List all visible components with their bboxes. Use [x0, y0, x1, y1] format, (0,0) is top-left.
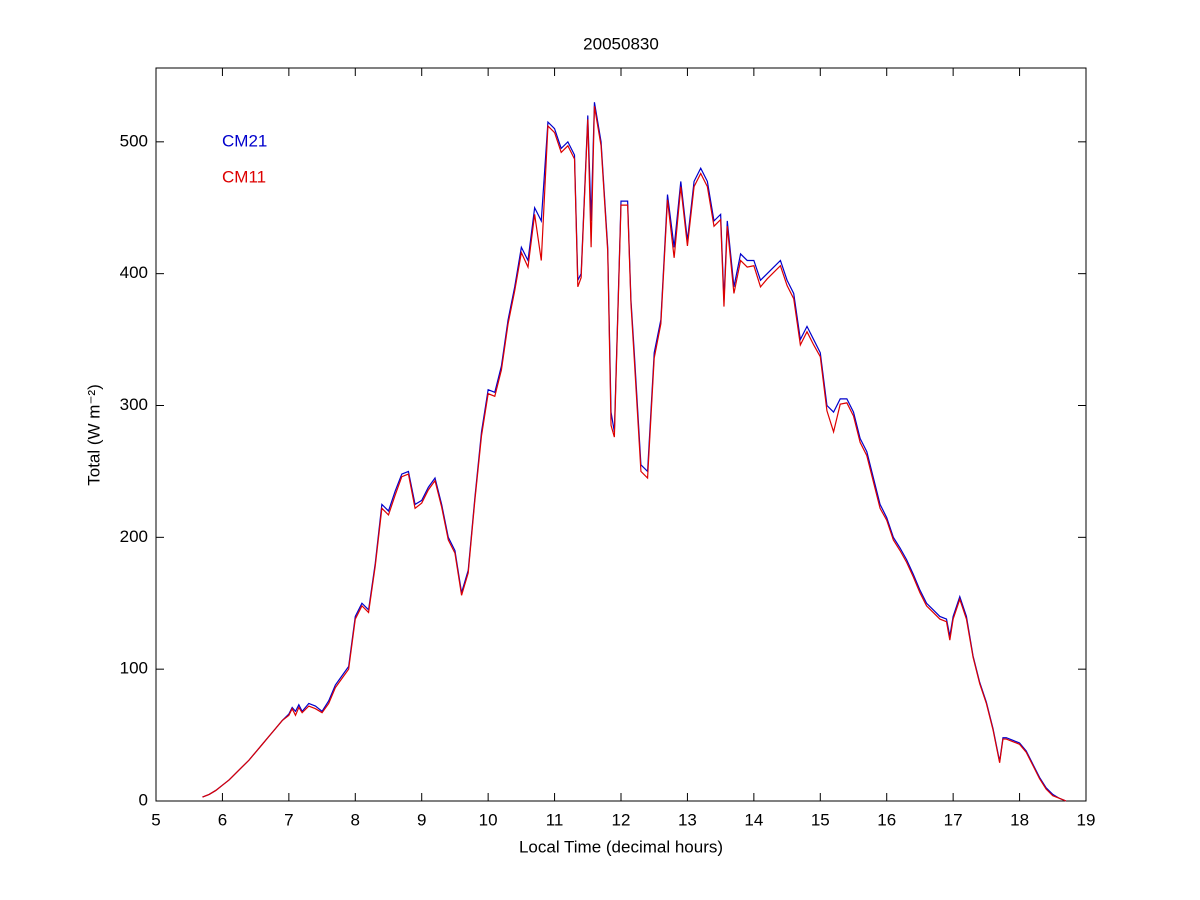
x-tick-label: 15 — [811, 810, 830, 829]
chart-title: 20050830 — [583, 34, 659, 53]
series-line — [202, 106, 1067, 802]
x-tick-label: 5 — [151, 810, 160, 829]
x-tick-label: 6 — [218, 810, 227, 829]
y-tick-label: 0 — [139, 790, 148, 809]
y-tick-label: 200 — [120, 527, 148, 546]
x-tick-label: 10 — [479, 810, 498, 829]
y-tick-label: 400 — [120, 263, 148, 282]
y-tick-label: 500 — [120, 131, 148, 150]
x-tick-label: 14 — [744, 810, 763, 829]
y-axis-label: Total (W m⁻²) — [84, 384, 103, 486]
x-tick-label: 11 — [546, 810, 564, 829]
legend-entry: CM11 — [222, 167, 266, 186]
y-tick-label: 100 — [120, 659, 148, 678]
x-tick-label: 7 — [284, 810, 293, 829]
x-tick-label: 17 — [944, 810, 963, 829]
x-tick-label: 13 — [678, 810, 697, 829]
plot-frame — [155, 67, 1087, 802]
x-axis-label: Local Time (decimal hours) — [519, 837, 723, 856]
x-tick-label: 16 — [877, 810, 896, 829]
x-tick-label: 18 — [1010, 810, 1029, 829]
legend-entry: CM21 — [222, 131, 267, 150]
x-tick-label: 9 — [417, 810, 426, 829]
y-tick-label: 300 — [120, 395, 148, 414]
x-tick-label: 12 — [612, 810, 631, 829]
x-tick-label: 19 — [1077, 810, 1096, 829]
x-tick-label: 8 — [351, 810, 360, 829]
